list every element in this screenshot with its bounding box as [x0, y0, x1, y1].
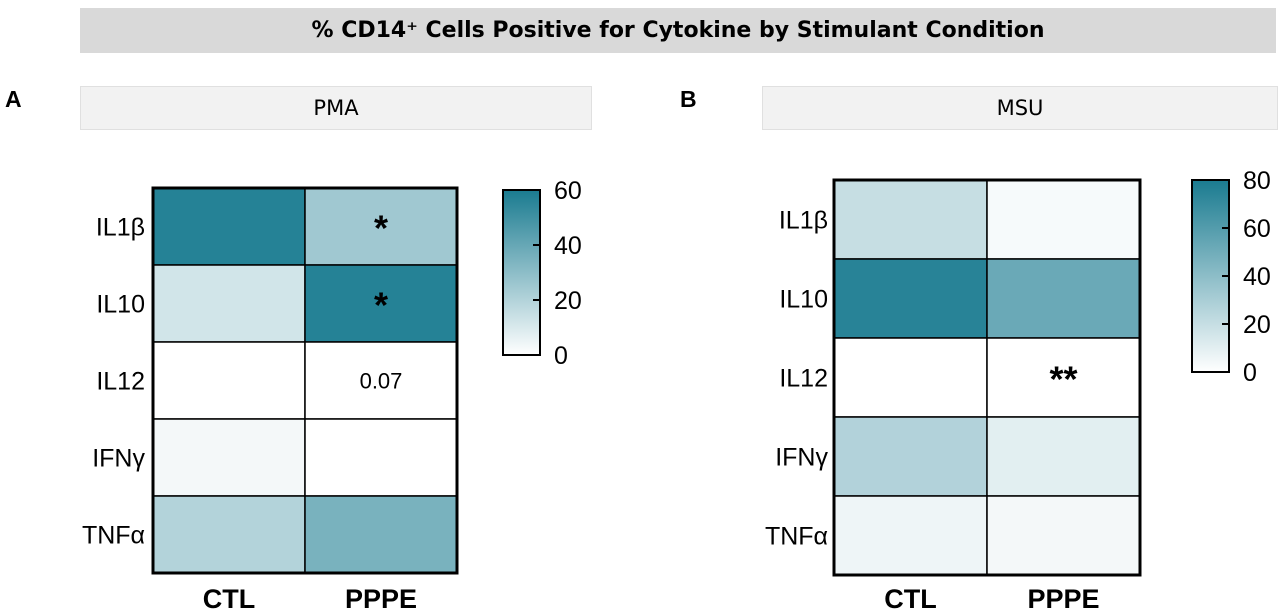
heatmap-a-column-label: PPPE — [345, 584, 417, 614]
heatmap-b-cell — [833, 179, 988, 260]
heatmap-b-row-label: IL1β — [779, 207, 828, 235]
heatmap-a-column-label: CTL — [203, 584, 255, 614]
colorbar-b-tick-label: 0 — [1243, 359, 1257, 387]
heatmap-a-row-label: IL12 — [96, 368, 145, 396]
heatmap-a-border — [151, 186, 459, 575]
colorbar-a — [502, 189, 541, 356]
heatmap-a-annotation: 0.07 — [360, 369, 403, 394]
panel-b-header: MSU — [762, 86, 1278, 130]
heatmap-a-cell — [152, 187, 306, 266]
colorbar-b-tick-label: 80 — [1243, 167, 1271, 195]
heatmap-b-cell — [833, 416, 988, 497]
colorbar-a-tick-label: 40 — [554, 232, 582, 260]
heatmap-a-annotation: * — [374, 285, 388, 326]
heatmap-a-cell — [304, 495, 458, 574]
heatmap-b-cell — [986, 258, 1141, 339]
heatmap-b-column-label: CTL — [884, 584, 936, 614]
heatmap-b-cell — [833, 495, 988, 576]
heatmap-a-cell — [304, 341, 458, 420]
panel-a-header: PMA — [80, 86, 592, 130]
colorbar-a-tick-label: 60 — [554, 177, 582, 205]
heatmap-a-row-label: IL1β — [96, 214, 145, 242]
colorbar-b-tick-label: 20 — [1243, 311, 1271, 339]
heatmap-b-row-label: IFNγ — [775, 444, 828, 472]
heatmap-a-cell — [304, 264, 458, 343]
colorbar-b-tick-label: 40 — [1243, 263, 1271, 291]
heatmap-b-border — [832, 178, 1142, 577]
heatmap-b-cell — [986, 179, 1141, 260]
heatmap-b-annotation: ** — [1049, 359, 1077, 400]
heatmap-a-row-label: TNFα — [82, 522, 145, 550]
heatmap-b-row-label: IL12 — [779, 365, 828, 393]
heatmap-a-cell — [152, 418, 306, 497]
heatmap-b-row-label: IL10 — [779, 286, 828, 314]
heatmap-a-cell — [304, 418, 458, 497]
heatmap-b-cell — [833, 337, 988, 418]
heatmap-b-cell — [986, 495, 1141, 576]
colorbar-b-tick-label: 60 — [1243, 215, 1271, 243]
colorbar-a-tick-label: 0 — [554, 342, 568, 370]
heatmap-b-row-label: TNFα — [765, 523, 828, 551]
heatmap-b-cell — [833, 258, 988, 339]
heatmap-a-cell — [304, 187, 458, 266]
heatmap-a-cell — [152, 341, 306, 420]
heatmap-a-annotation: * — [374, 208, 388, 249]
figure-title-bar: % CD14⁺ Cells Positive for Cytokine by S… — [80, 8, 1276, 53]
heatmap-b-cell — [986, 416, 1141, 497]
panel-b-letter: B — [680, 86, 697, 112]
heatmap-b-column-label: PPPE — [1027, 584, 1099, 614]
figure-title: % CD14⁺ Cells Positive for Cytokine by S… — [311, 18, 1045, 43]
heatmap-a-cell — [152, 495, 306, 574]
heatmap-a-cell — [152, 264, 306, 343]
heatmap-a-row-label: IL10 — [96, 291, 145, 319]
heatmap-a-row-label: IFNγ — [92, 445, 145, 473]
colorbar-a-tick-label: 20 — [554, 287, 582, 315]
panel-a-letter: A — [5, 86, 22, 112]
